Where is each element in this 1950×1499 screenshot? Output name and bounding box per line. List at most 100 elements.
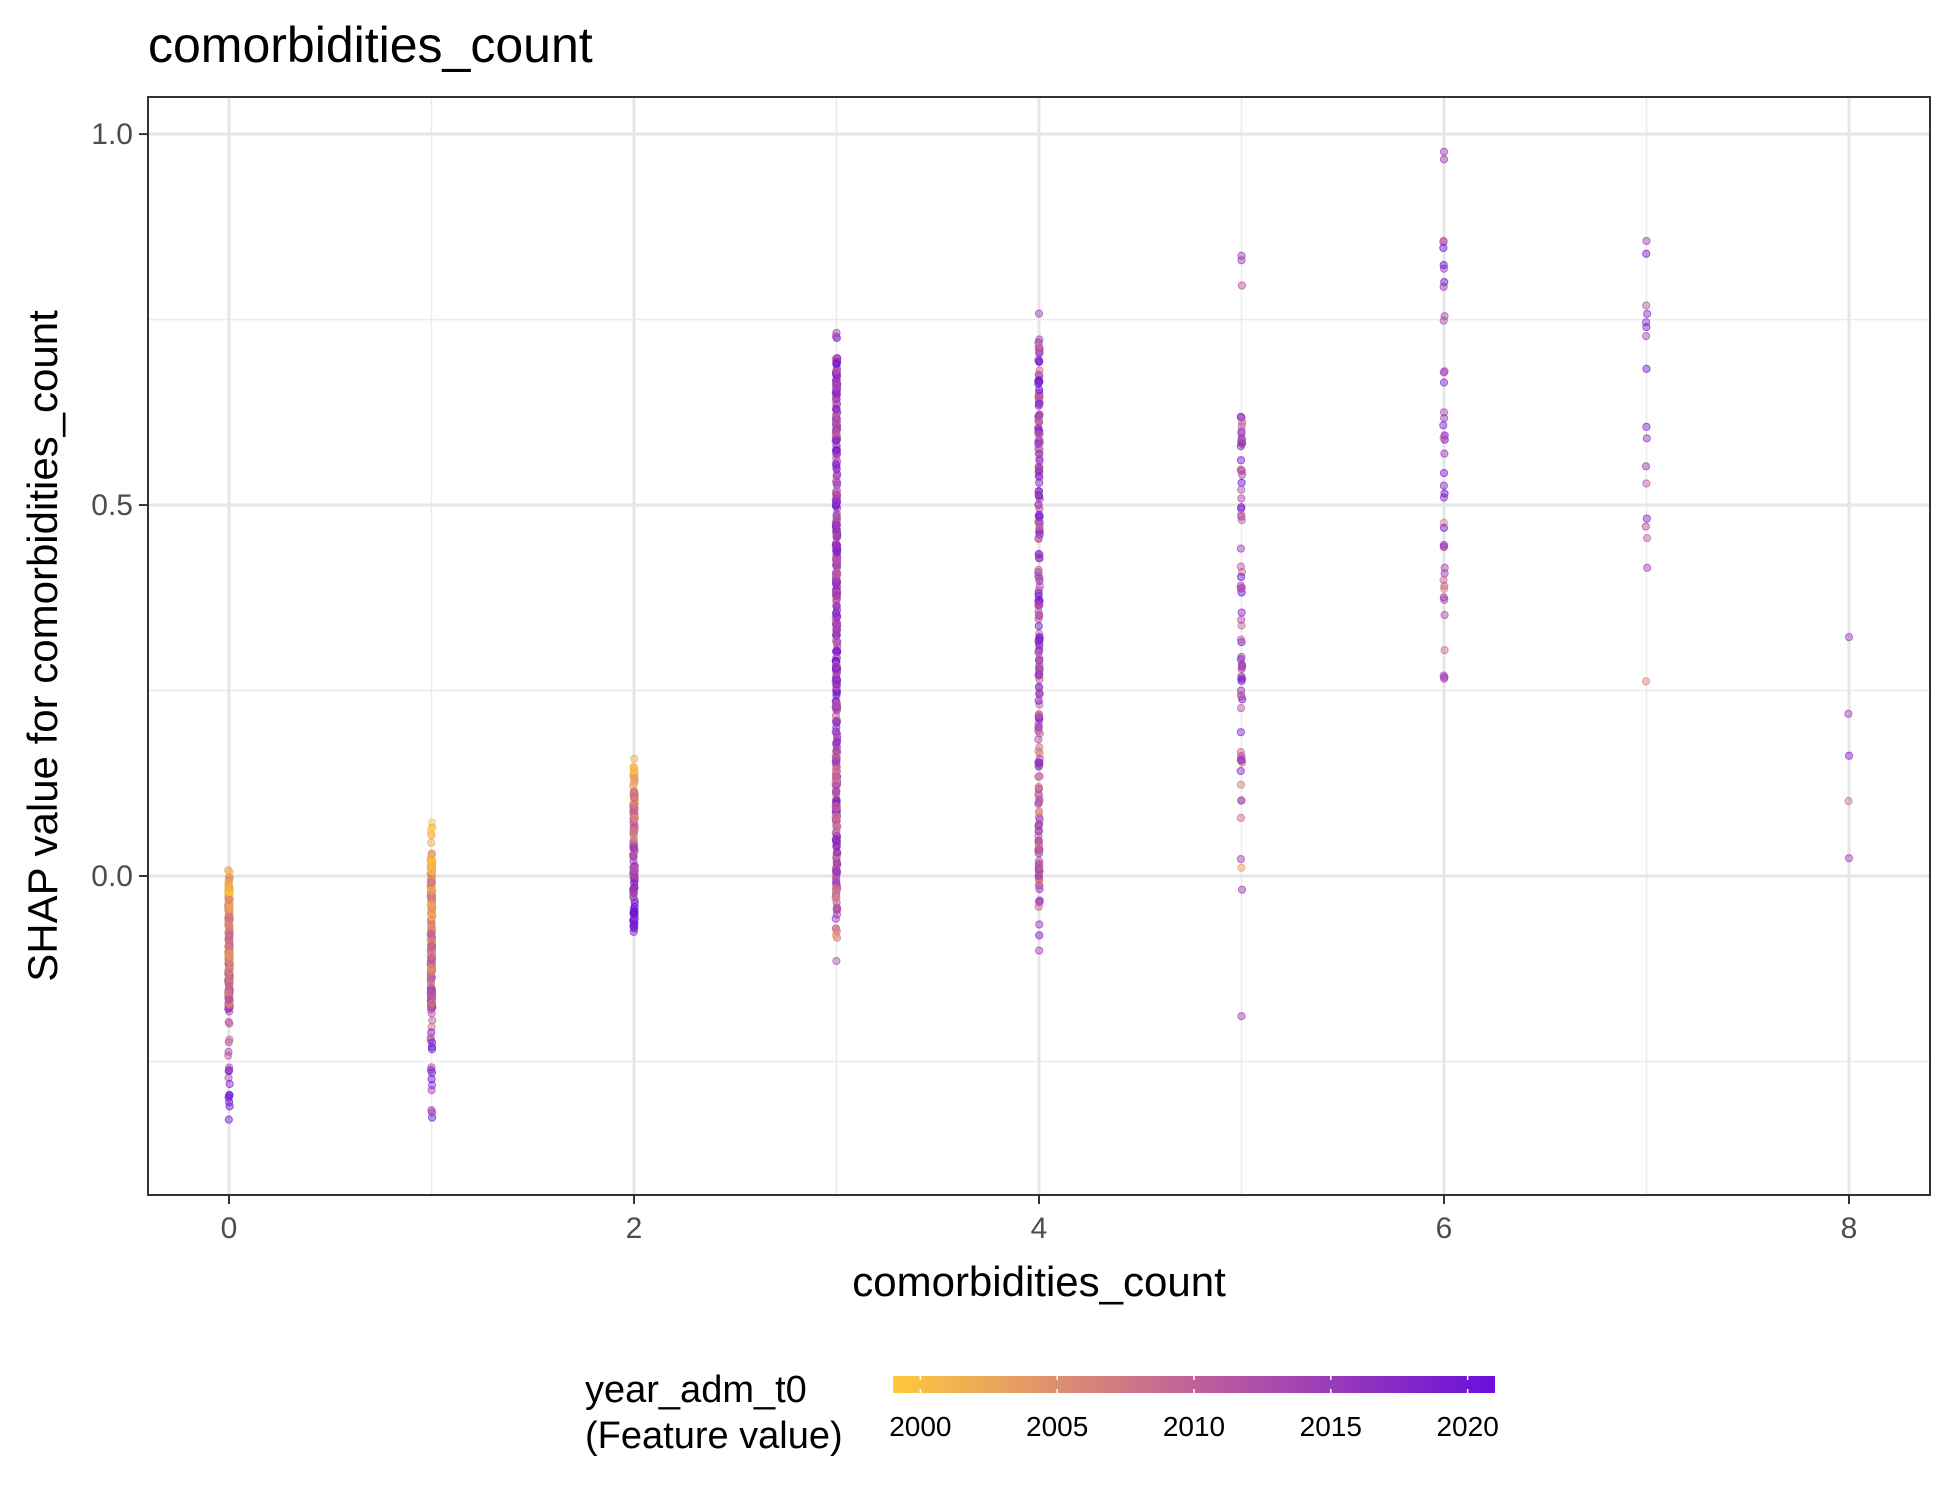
data-point (1439, 236, 1448, 245)
data-point (1236, 635, 1246, 644)
data-point (1034, 610, 1044, 619)
data-point (1034, 586, 1043, 595)
data-point (1439, 282, 1448, 291)
data-point (1034, 341, 1043, 350)
data-point (629, 864, 638, 873)
data-point (1439, 593, 1448, 602)
data-point (1439, 421, 1448, 430)
data-point (630, 773, 639, 782)
data-point (1440, 581, 1449, 591)
data-point (1642, 322, 1651, 332)
data-point (1237, 676, 1246, 686)
data-point (1034, 621, 1043, 631)
data-point (1236, 544, 1245, 553)
data-point (831, 636, 841, 645)
data-point (1844, 632, 1854, 642)
data-point (831, 885, 841, 894)
y-axis: 0.0 0.5 1.0 (91, 118, 148, 893)
data-point (832, 700, 842, 709)
data-point (832, 848, 842, 857)
data-point (1440, 646, 1449, 655)
data-point (1439, 260, 1448, 270)
data-point (1034, 534, 1043, 543)
data-point (1844, 797, 1853, 806)
legend-tick-label: 2020 (1436, 1411, 1498, 1442)
data-point (630, 801, 639, 810)
data-point (832, 359, 841, 369)
data-point (225, 867, 234, 876)
data-point (1237, 1012, 1246, 1021)
data-point (1237, 796, 1246, 805)
data-point (1035, 946, 1044, 955)
data-point (1035, 521, 1044, 530)
data-point (427, 1074, 436, 1084)
data-point (1035, 758, 1044, 767)
data-point (1034, 845, 1043, 854)
data-point (1439, 316, 1448, 325)
data-point (832, 540, 841, 550)
data-point (427, 878, 436, 888)
legend-colorbar (893, 1376, 1495, 1393)
data-point (427, 964, 436, 973)
data-point (832, 547, 841, 556)
x-tick-label: 2 (626, 1212, 643, 1245)
data-point (1035, 357, 1044, 366)
data-point (224, 895, 234, 904)
data-point (1642, 364, 1651, 373)
x-axis-title: comorbidities_count (852, 1258, 1226, 1305)
data-point (833, 478, 842, 487)
data-point (1035, 819, 1044, 829)
data-point (1035, 572, 1044, 582)
data-point (629, 852, 638, 861)
data-point (1034, 344, 1043, 353)
data-point (832, 619, 842, 628)
data-point (427, 941, 436, 951)
data-point (832, 445, 841, 455)
data-point (832, 366, 841, 375)
data-point (832, 602, 841, 611)
data-point (629, 789, 638, 798)
data-point (225, 950, 234, 959)
data-point (832, 563, 842, 572)
data-point (225, 980, 234, 989)
data-point (1439, 540, 1449, 550)
data-point (1035, 931, 1044, 940)
data-point (1237, 885, 1247, 894)
data-point (1439, 575, 1448, 585)
data-point (1034, 902, 1043, 911)
data-point (1035, 633, 1044, 642)
data-point (832, 520, 842, 529)
data-point (1035, 749, 1044, 758)
data-point (1237, 256, 1246, 265)
data-point (832, 746, 841, 755)
data-point (427, 1045, 437, 1054)
data-point (1642, 514, 1651, 523)
data-point (833, 860, 842, 869)
data-point (831, 867, 840, 876)
data-point (832, 691, 841, 700)
data-point (1236, 854, 1245, 864)
data-point (1641, 677, 1651, 686)
x-axis: 0 2 4 6 8 (221, 1195, 1857, 1245)
data-point (1236, 703, 1246, 713)
data-point (224, 988, 233, 997)
data-point (224, 883, 234, 892)
data-point (1034, 379, 1043, 389)
data-point (832, 421, 842, 431)
data-point (1034, 772, 1043, 782)
x-tick-label: 4 (1031, 1212, 1048, 1245)
data-point (1035, 670, 1044, 679)
data-point (224, 904, 234, 913)
data-point (832, 382, 841, 391)
data-point (1439, 155, 1449, 164)
data-point (1440, 449, 1449, 458)
data-point (1642, 533, 1652, 543)
data-point (1642, 479, 1651, 488)
data-point (831, 931, 841, 940)
data-point (1440, 610, 1449, 620)
data-point (1035, 399, 1044, 408)
data-point (427, 929, 436, 938)
data-point (225, 1019, 234, 1028)
data-point (1035, 729, 1044, 738)
data-point (1439, 433, 1448, 442)
